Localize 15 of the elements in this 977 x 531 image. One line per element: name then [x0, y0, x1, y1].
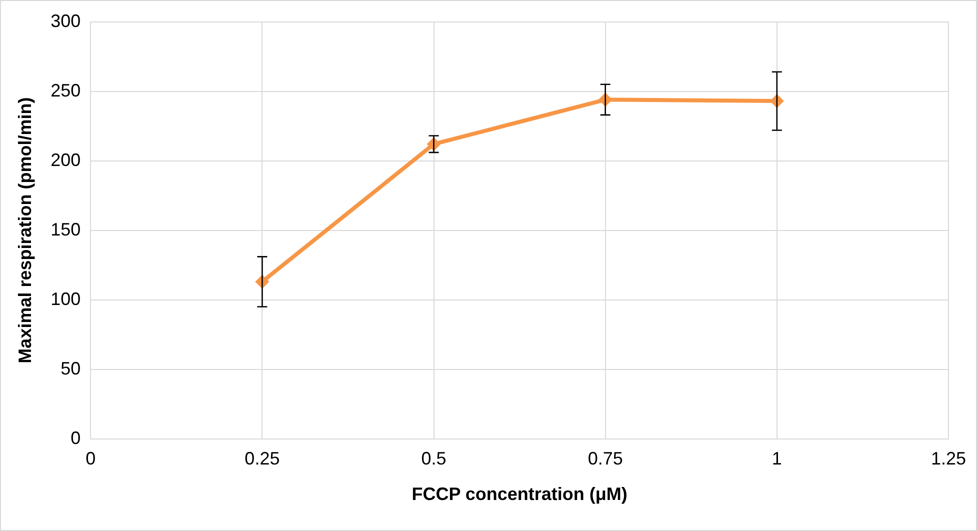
x-tick-label: 0.5	[421, 448, 446, 469]
y-tick-label: 300	[50, 10, 81, 31]
x-axis-title: FCCP concentration (μM)	[412, 484, 628, 504]
y-axis-title: Maximal respiration (pmol/min)	[14, 97, 35, 364]
x-tick-label: 0.25	[244, 448, 280, 469]
y-tick-label: 200	[50, 150, 81, 170]
x-tick-label: 1	[772, 448, 782, 469]
y-tick-label: 0	[70, 428, 81, 448]
y-tick-label: 100	[50, 288, 81, 309]
y-tick-label: 50	[60, 358, 81, 378]
x-tick-label: 1.25	[930, 448, 966, 469]
y-tick-label: 150	[50, 219, 81, 240]
y-tick-label: 250	[50, 80, 81, 100]
x-tick-label: 0.75	[588, 448, 623, 469]
x-tick-label: 0	[86, 448, 96, 469]
